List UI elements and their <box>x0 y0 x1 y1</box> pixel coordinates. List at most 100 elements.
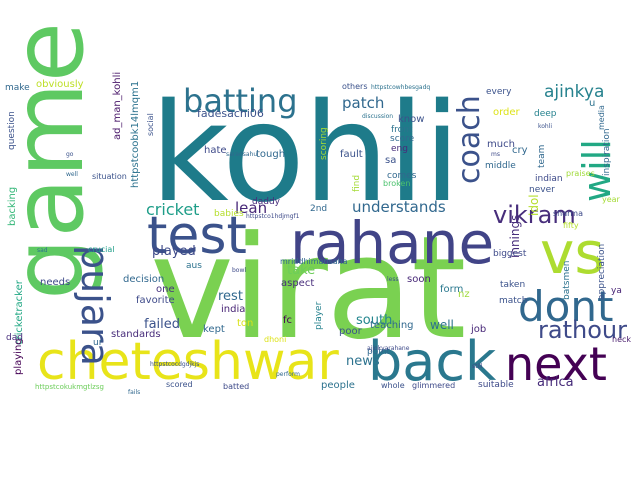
word: cricket <box>146 200 200 219</box>
word: fifty <box>563 221 579 230</box>
word: inspiration <box>602 128 612 176</box>
word: social <box>146 113 155 136</box>
word: africa <box>537 375 574 390</box>
word: kohli <box>538 123 553 130</box>
word: front <box>391 125 413 135</box>
word: cheteshwar <box>37 332 339 392</box>
word: daddy <box>252 197 280 207</box>
word: failed <box>144 317 181 332</box>
word: fault <box>340 149 363 160</box>
word: suitable <box>478 380 514 390</box>
word: dhoni <box>264 335 287 344</box>
word: india <box>221 304 246 315</box>
word: playing <box>13 338 24 375</box>
word: situation <box>92 172 127 181</box>
word: rathour <box>538 316 627 344</box>
word: aspect <box>281 278 315 289</box>
word: sa <box>385 155 397 166</box>
word: take <box>287 263 316 278</box>
word: cry <box>512 145 528 156</box>
word: ms <box>491 151 500 158</box>
word: people <box>321 380 355 391</box>
word: kept <box>203 324 225 335</box>
word: obviously <box>36 79 84 90</box>
word: whole <box>381 381 405 390</box>
word: praises <box>566 169 595 178</box>
word: httpstco1hdjmgf1 <box>246 213 300 220</box>
word: vikram <box>493 201 576 229</box>
word: ur <box>93 338 103 348</box>
word: south <box>356 313 393 328</box>
word: rahane <box>290 209 495 277</box>
word: neck <box>612 335 632 344</box>
word: favorite <box>136 295 175 306</box>
word: go <box>66 151 74 158</box>
word: idol <box>527 194 541 216</box>
word: eng <box>391 144 408 154</box>
word: batting <box>183 82 298 120</box>
word: httpstcoobk14lmqm1 <box>130 80 141 188</box>
word: fc <box>283 315 293 326</box>
word: scored <box>166 380 193 389</box>
word: order <box>493 107 520 118</box>
word: well <box>66 171 78 178</box>
word: back <box>368 330 497 393</box>
word: patch <box>342 94 385 112</box>
word: decision <box>123 274 165 285</box>
word: indian <box>535 174 563 184</box>
word: middle <box>485 161 516 171</box>
word: virat <box>150 206 467 371</box>
word: make <box>5 83 30 93</box>
word: httpstcokukmgtlzsg <box>35 383 104 391</box>
word: news <box>346 354 380 369</box>
word: others <box>342 82 368 91</box>
word: sharma <box>553 209 583 218</box>
word: scoring <box>319 127 329 160</box>
word: tough <box>256 149 286 160</box>
word: less <box>387 276 399 283</box>
word: comes <box>387 171 417 181</box>
word: hate <box>204 145 227 156</box>
word: kohli <box>150 75 461 233</box>
word: one <box>156 284 175 295</box>
word: know <box>398 114 425 125</box>
word: batsmen <box>562 260 572 300</box>
word: every <box>486 87 512 97</box>
word: dont <box>518 282 614 331</box>
word: crucial <box>88 245 115 254</box>
word: aus <box>186 261 202 271</box>
word: player <box>314 301 324 330</box>
word: discussion <box>362 113 394 120</box>
word: point <box>367 347 390 357</box>
word: well <box>430 318 454 332</box>
word: job <box>471 324 487 335</box>
word: broken <box>383 179 411 188</box>
word: needs <box>40 277 71 288</box>
word: standards <box>111 329 161 340</box>
word: glimmered <box>412 381 456 390</box>
word: lean <box>235 199 268 217</box>
word: nz <box>458 289 470 300</box>
word: backing <box>7 186 18 226</box>
word: fadesachi06 <box>197 107 264 120</box>
word: rest <box>218 289 243 304</box>
word: team <box>537 144 547 168</box>
word: saradsahu <box>226 151 258 158</box>
word: understands <box>352 198 446 216</box>
word: ton <box>237 318 254 329</box>
word: bowl <box>232 267 247 274</box>
word: ajinkyarahane <box>367 345 410 352</box>
word: vs <box>540 219 605 287</box>
word: appreciation <box>597 243 607 300</box>
word: mriddhimansaha <box>280 257 348 266</box>
word: soon <box>407 274 431 285</box>
word: test <box>147 206 247 266</box>
word: media <box>597 105 606 130</box>
word: never <box>529 185 555 195</box>
word: match <box>499 296 528 306</box>
word: year <box>602 195 620 204</box>
word: find <box>352 174 362 192</box>
word: played <box>152 244 196 259</box>
word: taken <box>500 280 526 290</box>
word: fails <box>128 389 141 396</box>
